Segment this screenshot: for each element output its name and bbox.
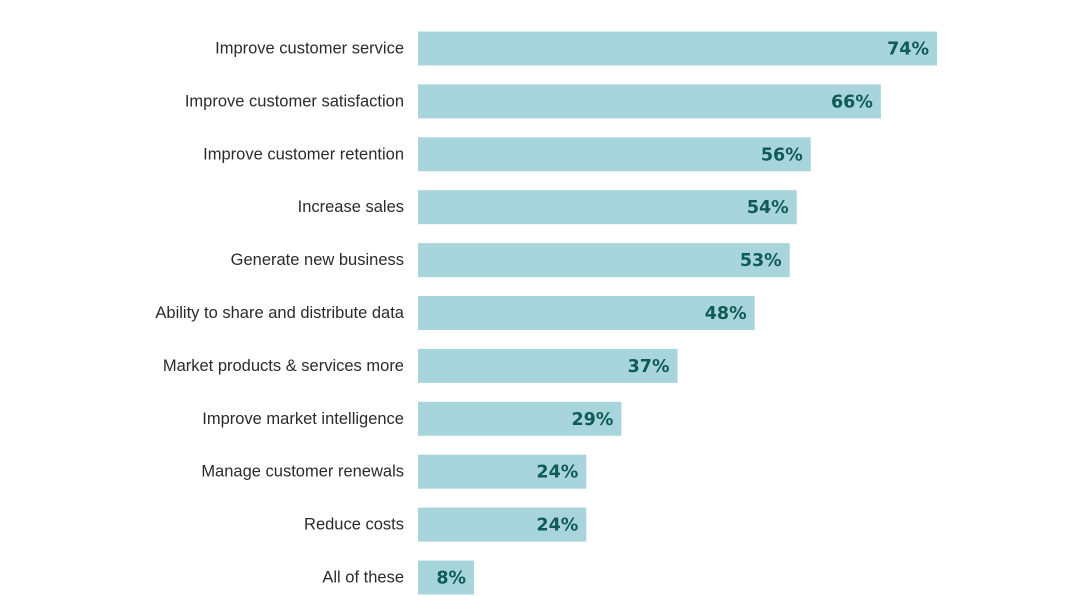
category-labels-group: Improve customer service Improve customer… bbox=[155, 40, 404, 587]
value-label: 54% bbox=[747, 198, 789, 218]
bar bbox=[418, 507, 587, 542]
category-label: All of these bbox=[322, 569, 404, 587]
value-label: 48% bbox=[705, 304, 747, 324]
bar bbox=[418, 31, 937, 66]
bar bbox=[418, 243, 790, 278]
value-label: 29% bbox=[572, 410, 614, 430]
bar bbox=[418, 348, 678, 383]
bar bbox=[418, 296, 755, 330]
category-label: Generate new business bbox=[231, 251, 404, 269]
value-labels-group: 74% 66% 56% 54% 53% 48% 37% 29% 24% 24% 8% bbox=[436, 40, 929, 589]
value-label: 66% bbox=[831, 92, 873, 112]
bar bbox=[418, 401, 622, 436]
value-label: 74% bbox=[887, 40, 929, 60]
bar bbox=[418, 84, 881, 119]
value-label: 37% bbox=[628, 357, 670, 377]
category-label: Improve customer service bbox=[215, 40, 404, 58]
category-label: Ability to share and distribute data bbox=[155, 304, 404, 322]
category-label: Increase sales bbox=[298, 198, 404, 216]
bars-group bbox=[418, 31, 937, 595]
category-label: Improve customer retention bbox=[203, 145, 404, 163]
value-label: 56% bbox=[761, 145, 803, 165]
value-label: 24% bbox=[536, 463, 578, 483]
bar bbox=[418, 137, 811, 172]
value-label: 53% bbox=[740, 251, 782, 271]
category-label: Improve customer satisfaction bbox=[185, 92, 404, 110]
category-label: Market products & services more bbox=[163, 357, 404, 375]
value-label: 8% bbox=[436, 569, 466, 589]
value-label: 24% bbox=[536, 516, 578, 536]
category-label: Manage customer renewals bbox=[201, 463, 404, 481]
bar bbox=[418, 454, 587, 489]
category-label: Reduce costs bbox=[304, 516, 404, 534]
bar bbox=[418, 560, 475, 595]
category-label: Improve market intelligence bbox=[202, 410, 404, 428]
bar bbox=[418, 190, 797, 225]
